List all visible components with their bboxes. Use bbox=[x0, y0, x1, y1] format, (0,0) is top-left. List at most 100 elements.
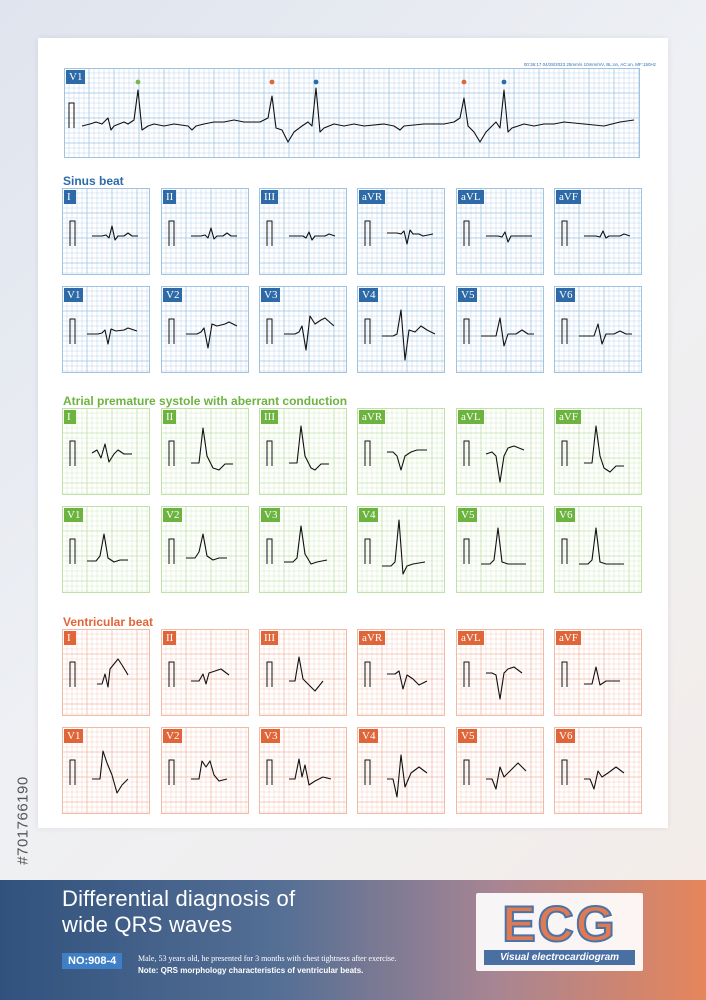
lead-waveform-svg bbox=[357, 286, 445, 373]
ecg-trace bbox=[481, 317, 534, 347]
ecg-trace bbox=[186, 321, 238, 349]
calibration-pulse bbox=[561, 538, 568, 564]
ecg-grid bbox=[63, 67, 640, 159]
lead-panel-ventricular-avr: aVR bbox=[357, 629, 445, 716]
rhythm-trace bbox=[81, 87, 635, 143]
ecg-grid bbox=[259, 727, 347, 814]
ecg-trace bbox=[584, 666, 620, 686]
calibration-pulse bbox=[69, 220, 76, 246]
ecg-grid bbox=[161, 629, 249, 716]
ecg-trace bbox=[387, 754, 428, 798]
calibration-pulse bbox=[69, 661, 76, 687]
lead-label: III bbox=[261, 190, 278, 204]
lead-panel-aberrant-avf: aVF bbox=[554, 408, 642, 495]
lead-waveform-svg bbox=[357, 727, 445, 814]
lead-waveform-svg bbox=[161, 286, 249, 373]
ecg-logo: ECG Visual electrocardiogram bbox=[476, 893, 643, 971]
lead-waveform-svg bbox=[161, 629, 249, 716]
beat-marker-sinus bbox=[135, 79, 141, 85]
lead-panel-sinus-i: I bbox=[62, 188, 150, 275]
calibration-pulse bbox=[463, 318, 470, 344]
lead-label: aVR bbox=[359, 410, 386, 424]
section-title-aberrant: Atrial premature systole with aberrant c… bbox=[63, 394, 348, 408]
ecg-trace bbox=[191, 227, 237, 240]
lead-panel-ventricular-avl: aVL bbox=[456, 629, 544, 716]
lead-label: III bbox=[261, 410, 278, 424]
lead-panel-ventricular-v5: V5 bbox=[456, 727, 544, 814]
calibration-pulse bbox=[561, 220, 568, 246]
logo-subtitle: Visual electrocardiogram bbox=[484, 950, 635, 965]
lead-waveform-svg bbox=[357, 506, 445, 593]
calibration-pulse bbox=[561, 759, 568, 785]
lead-panel-sinus-avl: aVL bbox=[456, 188, 544, 275]
ecg-grid bbox=[554, 506, 642, 593]
lead-waveform-svg bbox=[259, 188, 347, 275]
lead-panel-ventricular-v4: V4 bbox=[357, 727, 445, 814]
ecg-trace bbox=[486, 666, 523, 700]
lead-label: II bbox=[163, 631, 177, 645]
calibration-pulse bbox=[463, 220, 470, 246]
lead-label: V3 bbox=[261, 288, 281, 302]
rhythm-header-text: 00:36:17 04/28/2023 25mm/s 10mm/mV, BL:o… bbox=[523, 62, 656, 67]
lead-panel-sinus-v6: V6 bbox=[554, 286, 642, 373]
ecg-trace bbox=[579, 527, 624, 565]
ecg-grid bbox=[357, 188, 445, 275]
ecg-trace bbox=[289, 231, 336, 241]
calibration-pulse bbox=[266, 661, 273, 687]
ecg-trace bbox=[91, 443, 132, 463]
logo-word: ECG bbox=[501, 896, 617, 952]
footer-title-line1: Differential diagnosis of bbox=[62, 886, 296, 911]
lead-label: V1 bbox=[64, 288, 84, 302]
ecg-trace bbox=[186, 533, 227, 561]
beat-marker-sinus bbox=[501, 79, 507, 85]
ecg-trace bbox=[584, 425, 624, 473]
lead-waveform-svg bbox=[357, 188, 445, 275]
beat-marker-ventricular bbox=[269, 79, 275, 85]
ecg-trace bbox=[97, 658, 129, 688]
case-description: Male, 53 years old, he presented for 3 m… bbox=[138, 954, 397, 963]
calibration-pulse bbox=[266, 318, 273, 344]
rhythm-lead-label: V1 bbox=[66, 70, 86, 84]
ecg-trace bbox=[87, 533, 128, 563]
ecg-trace bbox=[387, 449, 427, 471]
ecg-trace bbox=[92, 225, 138, 241]
calibration-pulse bbox=[69, 538, 76, 564]
calibration-pulse bbox=[364, 440, 371, 466]
lead-label: V5 bbox=[458, 288, 478, 302]
lead-panel-ventricular-v6: V6 bbox=[554, 727, 642, 814]
lead-waveform-svg bbox=[554, 286, 642, 373]
lead-label: V4 bbox=[359, 729, 379, 743]
calibration-pulse bbox=[69, 440, 76, 466]
lead-label: V3 bbox=[261, 729, 281, 743]
rhythm-strip-svg bbox=[63, 67, 640, 159]
lead-waveform-svg bbox=[456, 286, 544, 373]
ecg-grid bbox=[62, 188, 150, 275]
ecg-trace bbox=[486, 762, 527, 790]
lead-waveform-svg bbox=[456, 727, 544, 814]
lead-panel-aberrant-ii: II bbox=[161, 408, 249, 495]
lead-label: V6 bbox=[556, 508, 576, 522]
calibration-pulse bbox=[69, 318, 76, 344]
image-id-vertical: #701766190 bbox=[8, 765, 38, 875]
calibration-pulse bbox=[463, 440, 470, 466]
calibration-pulse bbox=[266, 220, 273, 246]
lead-panel-sinus-v3: V3 bbox=[259, 286, 347, 373]
ecg-trace bbox=[191, 668, 230, 685]
section-title-ventricular: Ventricular beat bbox=[63, 615, 154, 629]
lead-panel-aberrant-v4: V4 bbox=[357, 506, 445, 593]
lead-panel-ventricular-i: I bbox=[62, 629, 150, 716]
ecg-grid bbox=[62, 408, 150, 495]
lead-panel-sinus-ii: II bbox=[161, 188, 249, 275]
number-badge: NO:908-4 bbox=[62, 953, 123, 969]
ecg-grid bbox=[357, 286, 445, 373]
ecg-trace bbox=[289, 656, 324, 692]
lead-label: V6 bbox=[556, 288, 576, 302]
lead-label: I bbox=[64, 190, 76, 204]
lead-label: V2 bbox=[163, 508, 183, 522]
calibration-pulse bbox=[561, 318, 568, 344]
lead-label: aVF bbox=[556, 190, 581, 204]
ecg-grid bbox=[456, 286, 544, 373]
lead-waveform-svg bbox=[62, 408, 150, 495]
lead-label: V4 bbox=[359, 508, 379, 522]
lead-waveform-svg bbox=[62, 286, 150, 373]
